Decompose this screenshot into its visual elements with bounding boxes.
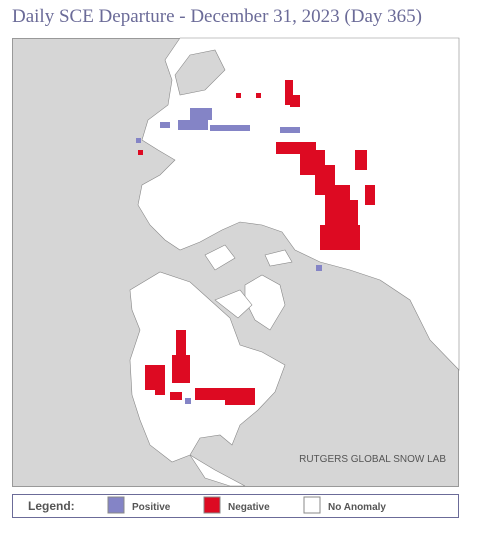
legend-label: No Anomaly — [328, 502, 386, 513]
watermark: RUTGERS GLOBAL SNOW LAB — [299, 454, 446, 465]
positive-anomaly — [136, 108, 322, 404]
legend-title: Legend: — [28, 499, 75, 513]
map-title: Daily SCE Departure - December 31, 2023 … — [12, 6, 422, 27]
legend-swatch — [303, 496, 321, 514]
legend-swatch — [203, 496, 221, 514]
legend-label: Positive — [132, 502, 171, 513]
negative-anomaly — [138, 80, 375, 405]
legend-items: Positive Negative No Anomaly — [107, 496, 386, 514]
land — [129, 37, 460, 487]
legend-label: Negative — [228, 502, 270, 513]
legend-swatch — [107, 496, 125, 514]
